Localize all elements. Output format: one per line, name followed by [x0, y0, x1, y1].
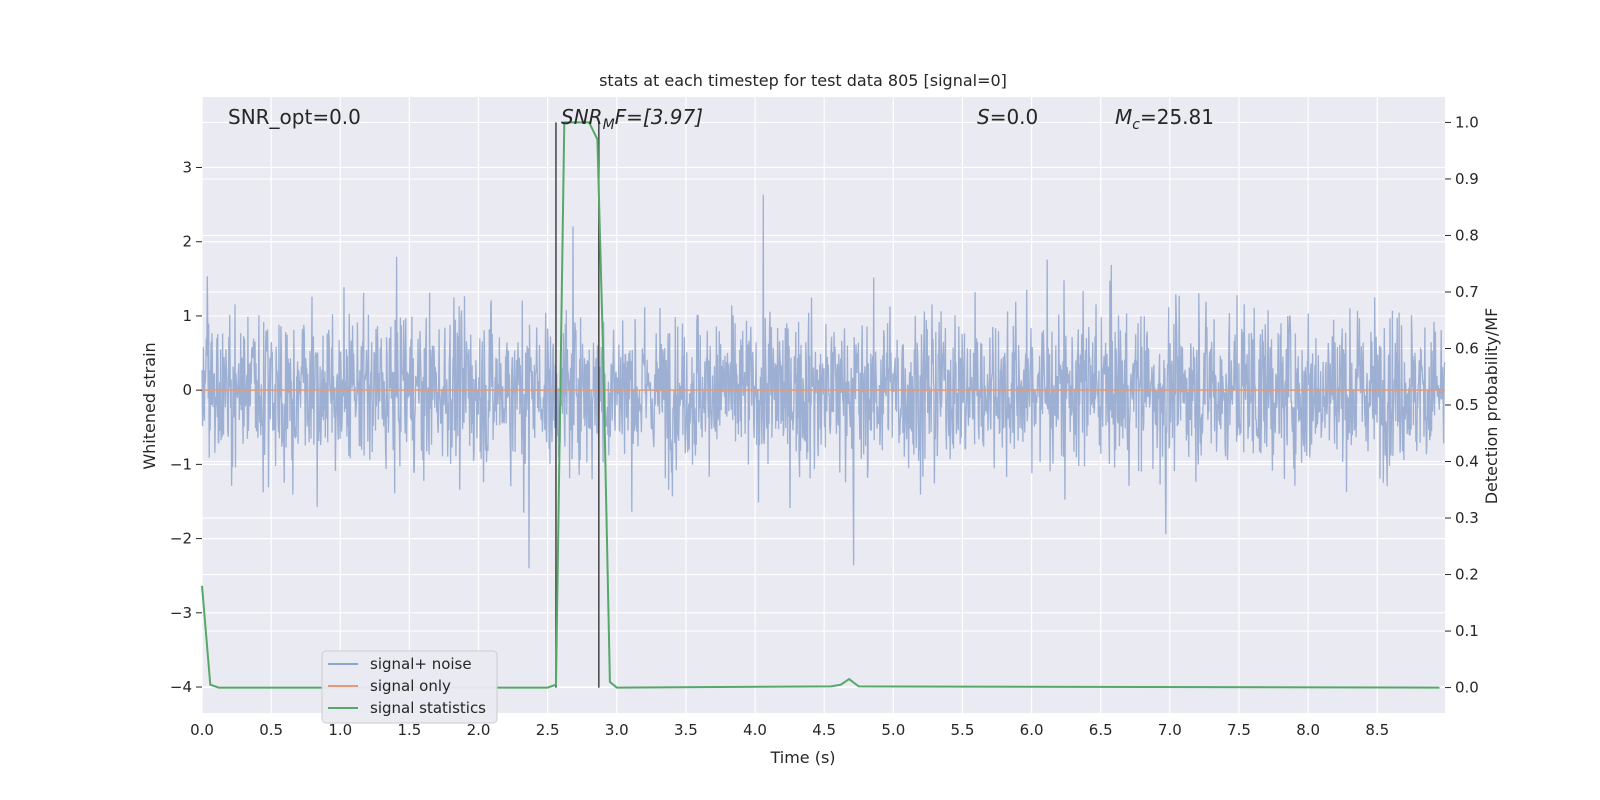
- snr-opt-annotation: SNR_opt=0.0: [228, 105, 361, 129]
- x-tick-label: 5.0: [881, 721, 905, 739]
- y-tick-label-right: 0.1: [1455, 622, 1479, 640]
- x-axis-label: Time (s): [769, 748, 835, 767]
- y-tick-label-right: 0.3: [1455, 509, 1479, 527]
- y-axis-left-ticks: 3 2 1 0 −1 −2 −3 −4: [170, 159, 202, 696]
- noise-line: [201, 194, 1446, 569]
- mc-annotation: Mc=25.81: [1115, 105, 1214, 133]
- x-tick-label: 2.5: [536, 721, 560, 739]
- y-tick-label-right: 0.7: [1455, 283, 1479, 301]
- mc-rest: =25.81: [1140, 105, 1214, 129]
- y-tick-label-right: 0.4: [1455, 453, 1479, 471]
- legend-label-noise: signal+ noise: [370, 655, 472, 673]
- x-tick-label: 7.0: [1158, 721, 1182, 739]
- y-axis-right-label: Detection probability/MF: [1482, 308, 1501, 505]
- legend-box: [321, 650, 498, 724]
- y-tick-label-left: 0: [182, 381, 192, 399]
- y-tick-label-right: 0.6: [1455, 339, 1479, 357]
- chart-title: stats at each timestep for test data 805…: [599, 71, 1007, 90]
- y-tick-label-right: 0.5: [1455, 396, 1479, 414]
- legend-label-signal-only: signal only: [370, 677, 451, 695]
- y-tick-label-right: 0.9: [1455, 170, 1479, 188]
- y-axis-left-label: Whitened strain: [140, 342, 159, 469]
- snr-mf-annotation: SNRMF=[3.97]: [561, 105, 703, 133]
- x-tick-label: 2.0: [467, 721, 491, 739]
- y-axis-right-ticks: 1.0 0.9 0.8 0.7 0.6 0.5 0.4 0.3 0.2 0.1 0.0: [1445, 113, 1479, 697]
- signal-noise-series: [201, 194, 1446, 569]
- y-tick-label-left: −3: [170, 604, 192, 622]
- y-tick-label-right: 0.8: [1455, 226, 1479, 244]
- s-rest: =0.0: [990, 105, 1039, 129]
- y-tick-label-left: 1: [182, 307, 192, 325]
- x-tick-label: 7.5: [1227, 721, 1251, 739]
- x-tick-label: 1.5: [397, 721, 421, 739]
- y-tick-label-right: 1.0: [1455, 113, 1479, 131]
- y-tick-label-left: 2: [182, 233, 192, 251]
- x-axis-ticks: 0.0 0.5 1.0 1.5 2.0 2.5 3.0 3.5 4.0 4.5 5.0 5.5 6.0 6…: [190, 721, 1389, 739]
- x-tick-label: 6.0: [1020, 721, 1044, 739]
- y-tick-label-left: −4: [170, 678, 192, 696]
- snr-mf-base: SNR: [561, 105, 603, 129]
- x-tick-label: 1.0: [328, 721, 352, 739]
- x-tick-label: 3.0: [605, 721, 629, 739]
- legend-label-statistics: signal statistics: [370, 699, 486, 717]
- y-tick-label-left: −2: [170, 530, 192, 548]
- x-tick-label: 0.0: [190, 721, 214, 739]
- mc-sub: c: [1132, 117, 1140, 133]
- y-tick-label-right: 0.2: [1455, 566, 1479, 584]
- s-var: S: [977, 105, 990, 129]
- x-tick-label: 6.5: [1089, 721, 1113, 739]
- snr-mf-sub: M: [603, 117, 615, 133]
- x-tick-label: 0.5: [259, 721, 283, 739]
- s-annotation: S=0.0: [977, 105, 1038, 129]
- mc-base: M: [1115, 105, 1132, 129]
- legend: signal+ noise signal only signal statist…: [321, 650, 498, 724]
- x-tick-label: 4.5: [812, 721, 836, 739]
- snr-mf-rest: F=[3.97]: [615, 105, 703, 129]
- y-tick-label-left: 3: [182, 159, 192, 177]
- x-tick-label: 8.5: [1365, 721, 1389, 739]
- x-tick-label: 3.5: [674, 721, 698, 739]
- x-tick-label: 4.0: [743, 721, 767, 739]
- y-tick-label-left: −1: [170, 455, 192, 473]
- x-tick-label: 5.5: [951, 721, 975, 739]
- y-tick-label-right: 0.0: [1455, 679, 1479, 697]
- x-tick-label: 8.0: [1296, 721, 1320, 739]
